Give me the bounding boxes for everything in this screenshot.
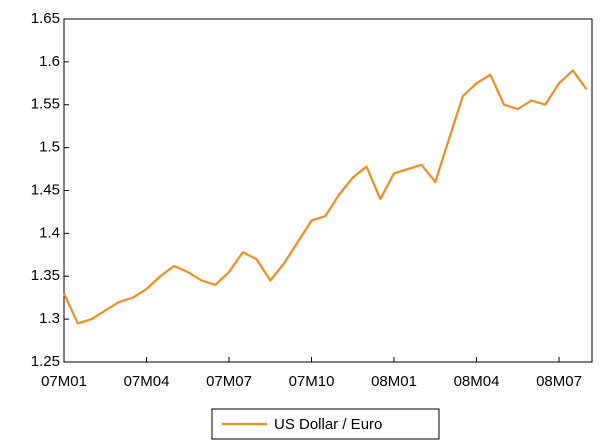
y-tick-label: 1.45 <box>31 181 60 198</box>
y-tick-label: 1.65 <box>31 10 60 27</box>
x-tick-label: 08M07 <box>536 373 582 390</box>
x-tick-label: 08M01 <box>371 373 417 390</box>
y-tick-label: 1.3 <box>39 310 60 327</box>
data-line <box>63 69 588 325</box>
x-tick-label: 07M10 <box>289 373 335 390</box>
x-tick-label: 07M01 <box>41 373 87 390</box>
y-tick-label: 1.25 <box>31 353 60 370</box>
legend-label: US Dollar / Euro <box>274 416 382 433</box>
x-tick-label: 07M04 <box>124 373 170 390</box>
y-tick-label: 1.6 <box>39 53 60 70</box>
y-tick-label: 1.4 <box>39 224 60 241</box>
y-tick-label: 1.5 <box>39 139 60 156</box>
y-tick-label: 1.35 <box>31 267 60 284</box>
x-tick-label: 07M07 <box>206 373 252 390</box>
y-tick-label: 1.55 <box>31 96 60 113</box>
plot-frame <box>63 18 593 363</box>
x-tick-label: 08M04 <box>454 373 500 390</box>
